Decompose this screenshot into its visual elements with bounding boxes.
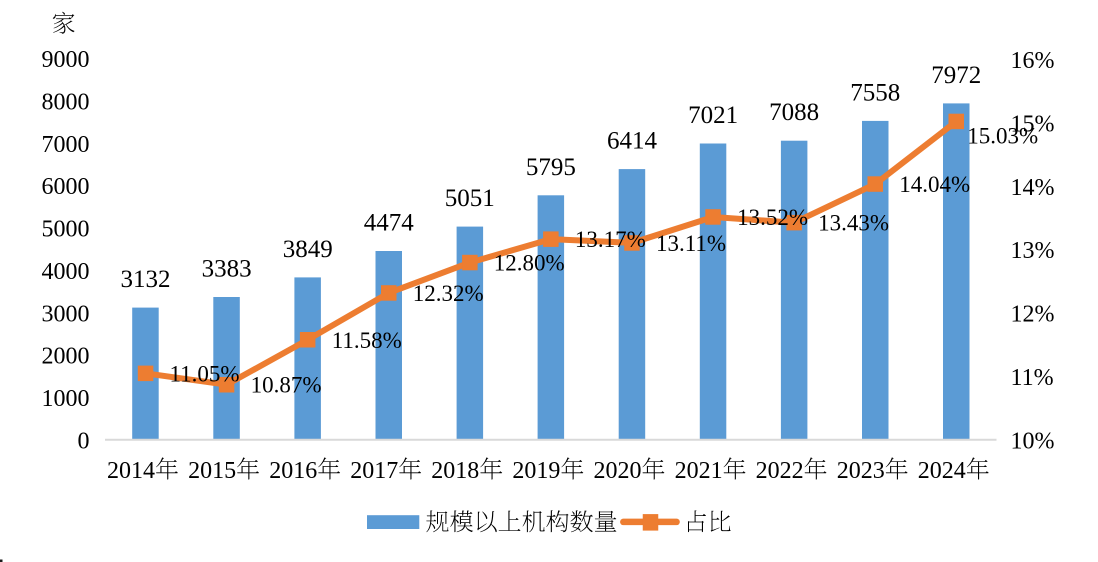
svg-text:2024: 2024 <box>918 458 966 484</box>
svg-text:5795: 5795 <box>526 154 576 181</box>
svg-text:13%: 13% <box>1011 238 1055 264</box>
svg-text:7558: 7558 <box>850 79 900 106</box>
svg-text:4474: 4474 <box>364 210 415 237</box>
svg-text:10%: 10% <box>1011 428 1055 454</box>
svg-text:2021: 2021 <box>675 458 723 484</box>
svg-text:6414: 6414 <box>607 128 658 155</box>
svg-text:3000: 3000 <box>42 301 90 327</box>
svg-text:2019: 2019 <box>512 458 560 484</box>
svg-text:11.58%: 11.58% <box>332 328 402 353</box>
svg-text:2020: 2020 <box>594 458 642 484</box>
svg-text:2014: 2014 <box>107 458 155 484</box>
svg-text:2000: 2000 <box>42 344 90 370</box>
svg-text:8000: 8000 <box>42 90 90 116</box>
svg-text:7000: 7000 <box>42 132 90 158</box>
svg-text:11.05%: 11.05% <box>170 361 240 386</box>
svg-text:7021: 7021 <box>688 102 738 129</box>
svg-text:1000: 1000 <box>42 386 90 412</box>
svg-text:3849: 3849 <box>283 236 333 263</box>
svg-text:3383: 3383 <box>202 256 252 283</box>
svg-text:14.04%: 14.04% <box>899 172 970 197</box>
svg-text:13.43%: 13.43% <box>818 211 889 236</box>
svg-text:13.11%: 13.11% <box>656 231 726 256</box>
svg-text:10.87%: 10.87% <box>251 373 322 398</box>
svg-text:6000: 6000 <box>42 174 90 200</box>
svg-text:2016: 2016 <box>269 458 317 484</box>
svg-text:12.32%: 12.32% <box>413 281 484 306</box>
svg-text:2023: 2023 <box>837 458 885 484</box>
svg-text:12%: 12% <box>1011 302 1055 328</box>
svg-text:2022: 2022 <box>756 458 804 484</box>
svg-text:4000: 4000 <box>42 259 90 285</box>
svg-text:5051: 5051 <box>445 185 495 212</box>
svg-text:2017: 2017 <box>350 458 398 484</box>
svg-text:2015: 2015 <box>188 458 236 484</box>
svg-text:9000: 9000 <box>42 47 90 73</box>
svg-text:14%: 14% <box>1011 175 1055 201</box>
svg-text:13.17%: 13.17% <box>575 227 646 252</box>
svg-text:13.52%: 13.52% <box>737 205 808 230</box>
svg-text:3132: 3132 <box>121 266 171 293</box>
svg-text:0: 0 <box>78 428 90 454</box>
svg-text:2018: 2018 <box>431 458 479 484</box>
svg-text:15%: 15% <box>1011 111 1055 137</box>
svg-text:7972: 7972 <box>931 62 981 89</box>
svg-text:16%: 16% <box>1011 48 1055 74</box>
svg-text:7088: 7088 <box>769 99 819 126</box>
svg-text:11%: 11% <box>1011 365 1054 391</box>
svg-text:15.03%: 15.03% <box>967 124 1038 149</box>
svg-text:12.80%: 12.80% <box>494 251 565 276</box>
svg-text:5000: 5000 <box>42 217 90 243</box>
